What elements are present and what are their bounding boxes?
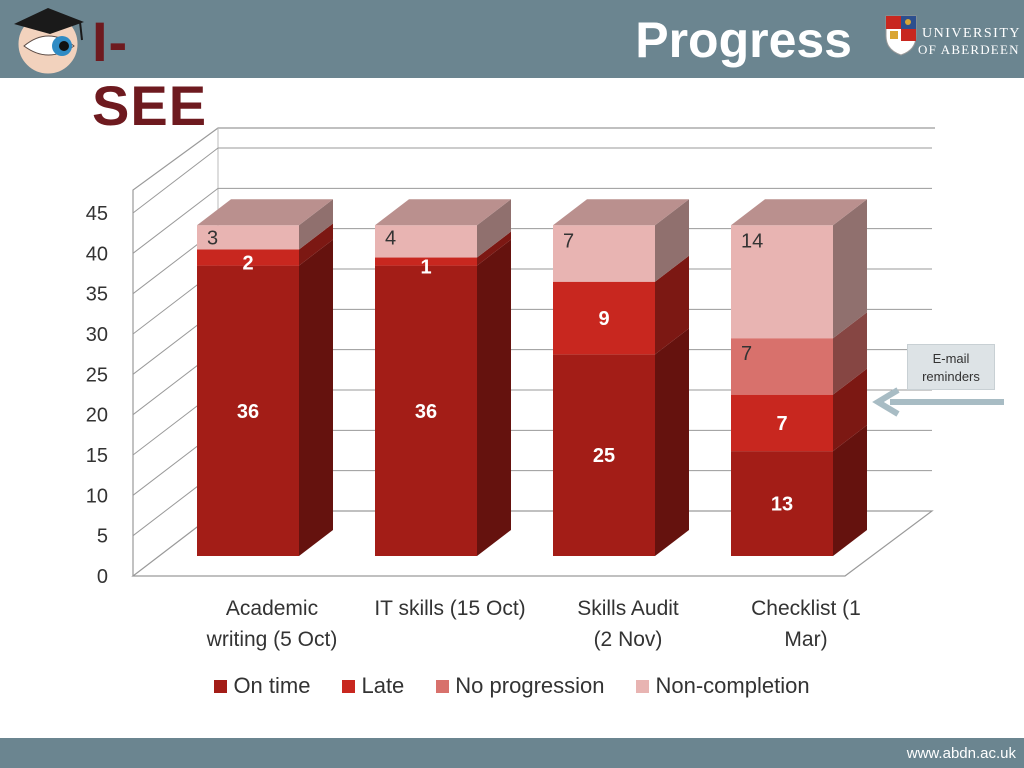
legend-swatch bbox=[436, 679, 450, 693]
bar-segment-side bbox=[477, 239, 511, 556]
bar-segment bbox=[197, 225, 299, 250]
callout-line1: E-mail bbox=[932, 351, 970, 366]
legend-label: Late bbox=[361, 673, 405, 698]
page-title: Progress bbox=[635, 12, 852, 68]
university-name-line1: UNIVERSITY bbox=[922, 26, 1021, 41]
chart-legend: On time Late No progression Non-completion bbox=[0, 672, 1024, 700]
bar-segment bbox=[731, 394, 833, 452]
bar-segment-side bbox=[299, 239, 333, 556]
footer-bar: www.abdn.ac.uk bbox=[0, 738, 1024, 768]
data-label: 7 bbox=[776, 413, 787, 435]
bar-segment bbox=[553, 354, 655, 556]
legend-label: Non-completion bbox=[655, 673, 810, 698]
bar-segment-side bbox=[655, 328, 689, 556]
gridline bbox=[132, 187, 932, 254]
callout-line2: reminders bbox=[922, 369, 980, 384]
data-label: 7 bbox=[741, 343, 752, 365]
legend-label: No progression bbox=[455, 673, 605, 698]
bar-segment-side bbox=[833, 368, 867, 452]
bar-top-face bbox=[553, 199, 689, 226]
legend-item: On time bbox=[214, 673, 310, 699]
university-logo: UNIVERSITY OF ABERDEEN bbox=[884, 14, 1020, 62]
data-label: 4 bbox=[385, 227, 396, 249]
bar-segment bbox=[731, 225, 833, 339]
footer-url: www.abdn.ac.uk bbox=[906, 745, 1016, 762]
bar-segment-side bbox=[833, 425, 867, 556]
x-category-label: IT skills (15 Oct) bbox=[374, 597, 525, 620]
data-label: 7 bbox=[563, 230, 574, 252]
bar-segment-side bbox=[477, 231, 511, 266]
logo-text: I-SEE bbox=[92, 10, 208, 137]
bar-segment bbox=[375, 265, 477, 556]
data-label: 3 bbox=[207, 227, 218, 249]
x-category-label: Skills Audit bbox=[577, 597, 679, 620]
bar-top-face bbox=[197, 199, 333, 226]
legend-item: Non-completion bbox=[636, 673, 810, 699]
y-tick-label: 10 bbox=[86, 485, 108, 507]
data-label: 1 bbox=[420, 257, 431, 279]
stacked-bar-chart: 0 5 10 15 20 25 30 35 40 45 36 2 3 Academic writing (5… bbox=[86, 127, 935, 651]
bar-segment bbox=[553, 225, 655, 282]
y-tick-label: 15 bbox=[86, 445, 108, 467]
left-arrow-icon bbox=[872, 387, 1004, 417]
data-label: 13 bbox=[771, 494, 793, 516]
chart-wall-outline bbox=[132, 127, 935, 576]
data-label: 36 bbox=[237, 401, 259, 423]
bar-segment bbox=[197, 265, 299, 556]
data-label: 9 bbox=[598, 308, 609, 330]
legend-item: Late bbox=[342, 673, 404, 699]
bar-segment bbox=[197, 249, 299, 266]
crest-icon bbox=[885, 15, 917, 56]
i-see-logo: I-SEE bbox=[10, 4, 240, 137]
bar-segment-side bbox=[833, 312, 867, 395]
legend-swatch bbox=[636, 679, 650, 693]
bar-segment bbox=[375, 257, 477, 266]
data-label: 2 bbox=[242, 253, 253, 275]
data-label: 25 bbox=[593, 445, 615, 467]
university-name-line2: OF ABERDEEN bbox=[918, 42, 1020, 57]
y-tick-label: 35 bbox=[86, 284, 108, 306]
data-label: 36 bbox=[415, 401, 437, 423]
data-label: 14 bbox=[741, 230, 763, 252]
bar-segment bbox=[375, 225, 477, 258]
y-tick-label: 25 bbox=[86, 364, 108, 386]
x-category-label: Academic bbox=[226, 597, 318, 620]
x-category-label: writing (5 Oct) bbox=[206, 628, 338, 651]
bar-segment-side bbox=[299, 199, 333, 250]
legend-label: On time bbox=[233, 673, 311, 698]
y-tick-label: 20 bbox=[86, 405, 108, 427]
bar-segment bbox=[731, 338, 833, 395]
eye-logo-icon bbox=[14, 8, 84, 75]
bar-top-face bbox=[731, 199, 867, 226]
legend-swatch bbox=[342, 679, 356, 693]
bar-segment-side bbox=[299, 223, 333, 266]
y-tick-label: 5 bbox=[97, 526, 108, 548]
y-tick-label: 40 bbox=[86, 243, 108, 265]
bar-segment-side bbox=[655, 199, 689, 282]
bar-segment-side bbox=[655, 255, 689, 355]
y-tick-label: 45 bbox=[86, 203, 108, 225]
bar-top-face bbox=[375, 199, 511, 226]
legend-item: No progression bbox=[436, 673, 604, 699]
bar-segment-side bbox=[477, 199, 511, 258]
bar-segment bbox=[553, 281, 655, 355]
header-bar: I-SEE Progress UNIVERSITY OF ABERDEEN bbox=[0, 0, 1024, 137]
bar-segment-side bbox=[833, 199, 867, 339]
y-tick-label: 0 bbox=[97, 566, 108, 588]
legend-swatch bbox=[214, 679, 228, 693]
email-reminders-callout: E-mail reminders bbox=[907, 344, 995, 390]
gridline bbox=[132, 147, 932, 214]
y-tick-label: 30 bbox=[86, 324, 108, 346]
x-category-label: (2 Nov) bbox=[594, 628, 663, 651]
bar-segment bbox=[731, 451, 833, 556]
x-category-label: Mar) bbox=[784, 628, 827, 651]
x-category-label: Checklist (1 bbox=[751, 597, 861, 620]
